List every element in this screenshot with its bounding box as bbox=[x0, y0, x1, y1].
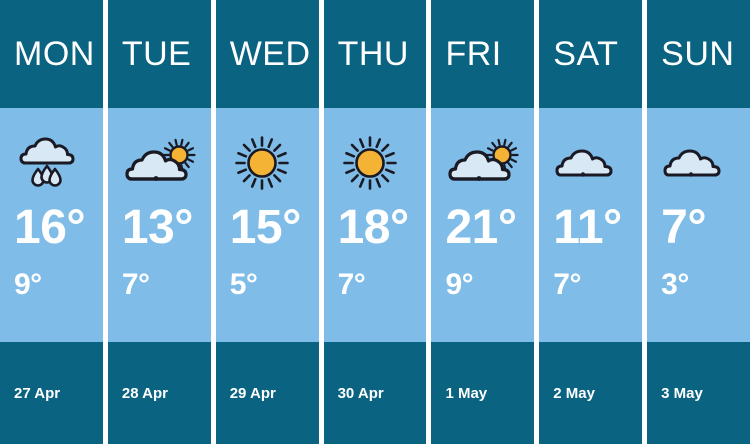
day-name-label: MON bbox=[14, 35, 95, 73]
day-header: TUE bbox=[107, 0, 211, 108]
high-temperature: 11° bbox=[553, 201, 622, 254]
day-name-label: THU bbox=[337, 35, 409, 73]
day-body: 7° 3° bbox=[647, 108, 750, 342]
day-body: 21° 9° bbox=[431, 108, 535, 342]
date-label: 3 May bbox=[661, 384, 703, 402]
date-label: 27 Apr bbox=[14, 384, 61, 402]
day-body: 16° 9° bbox=[0, 108, 103, 342]
day-body: 15° 5° bbox=[215, 108, 319, 342]
day-footer: 1 May bbox=[431, 342, 535, 444]
rain-cloud-icon bbox=[14, 130, 103, 196]
day-name-label: TUE bbox=[121, 35, 192, 73]
high-temperature: 13° bbox=[121, 201, 194, 254]
day-body: 18° 7° bbox=[323, 108, 427, 342]
low-temperature: 9° bbox=[445, 268, 474, 301]
day-name-label: FRI bbox=[445, 35, 502, 73]
date-label: 1 May bbox=[445, 384, 488, 402]
partly-cloudy-icon bbox=[122, 130, 211, 196]
date-label: 2 May bbox=[553, 384, 595, 402]
day-column[interactable]: TUE 13° 7° 28 Apr bbox=[107, 0, 211, 444]
day-footer: 27 Apr bbox=[0, 342, 103, 444]
day-footer: 3 May bbox=[647, 342, 750, 444]
day-body: 13° 7° bbox=[107, 108, 211, 342]
high-temperature: 15° bbox=[229, 201, 302, 254]
day-footer: 2 May bbox=[539, 342, 643, 444]
low-temperature: 3° bbox=[661, 268, 689, 301]
day-header: SUN bbox=[647, 0, 750, 108]
day-name-label: SAT bbox=[553, 35, 619, 73]
low-temperature: 9° bbox=[14, 268, 42, 301]
date-label: 30 Apr bbox=[337, 384, 384, 402]
low-temperature: 7° bbox=[121, 268, 150, 301]
day-column[interactable]: SAT 11° 7° 2 May bbox=[539, 0, 643, 444]
cloud-icon bbox=[553, 130, 642, 196]
day-column[interactable]: THU 18° 7° 30 Apr bbox=[323, 0, 427, 444]
high-temperature: 7° bbox=[661, 201, 707, 254]
low-temperature: 7° bbox=[553, 268, 581, 301]
sun-icon bbox=[230, 130, 319, 196]
cloud-icon bbox=[661, 130, 750, 196]
day-header: MON bbox=[0, 0, 103, 108]
day-column[interactable]: SUN 7° 3° 3 May bbox=[647, 0, 750, 444]
day-footer: 28 Apr bbox=[107, 342, 211, 444]
partly-cloudy-icon bbox=[445, 130, 534, 196]
day-header: THU bbox=[323, 0, 427, 108]
day-footer: 30 Apr bbox=[323, 342, 427, 444]
day-name-label: SUN bbox=[661, 35, 735, 73]
day-body: 11° 7° bbox=[539, 108, 643, 342]
day-footer: 29 Apr bbox=[215, 342, 319, 444]
date-label: 29 Apr bbox=[229, 384, 276, 402]
date-label: 28 Apr bbox=[121, 384, 168, 402]
sun-icon bbox=[338, 130, 427, 196]
day-name-label: WED bbox=[229, 35, 311, 73]
low-temperature: 5° bbox=[229, 268, 258, 301]
high-temperature: 16° bbox=[14, 201, 86, 254]
day-column[interactable]: FRI 21° 9° 1 May bbox=[431, 0, 535, 444]
low-temperature: 7° bbox=[337, 268, 366, 301]
day-column[interactable]: WED 15° 5° 29 Apr bbox=[215, 0, 319, 444]
high-temperature: 21° bbox=[445, 201, 517, 254]
day-column[interactable]: MON 16° 9° 27 Apr bbox=[0, 0, 103, 444]
day-header: WED bbox=[215, 0, 319, 108]
high-temperature: 18° bbox=[337, 201, 410, 254]
day-header: SAT bbox=[539, 0, 643, 108]
day-header: FRI bbox=[431, 0, 535, 108]
